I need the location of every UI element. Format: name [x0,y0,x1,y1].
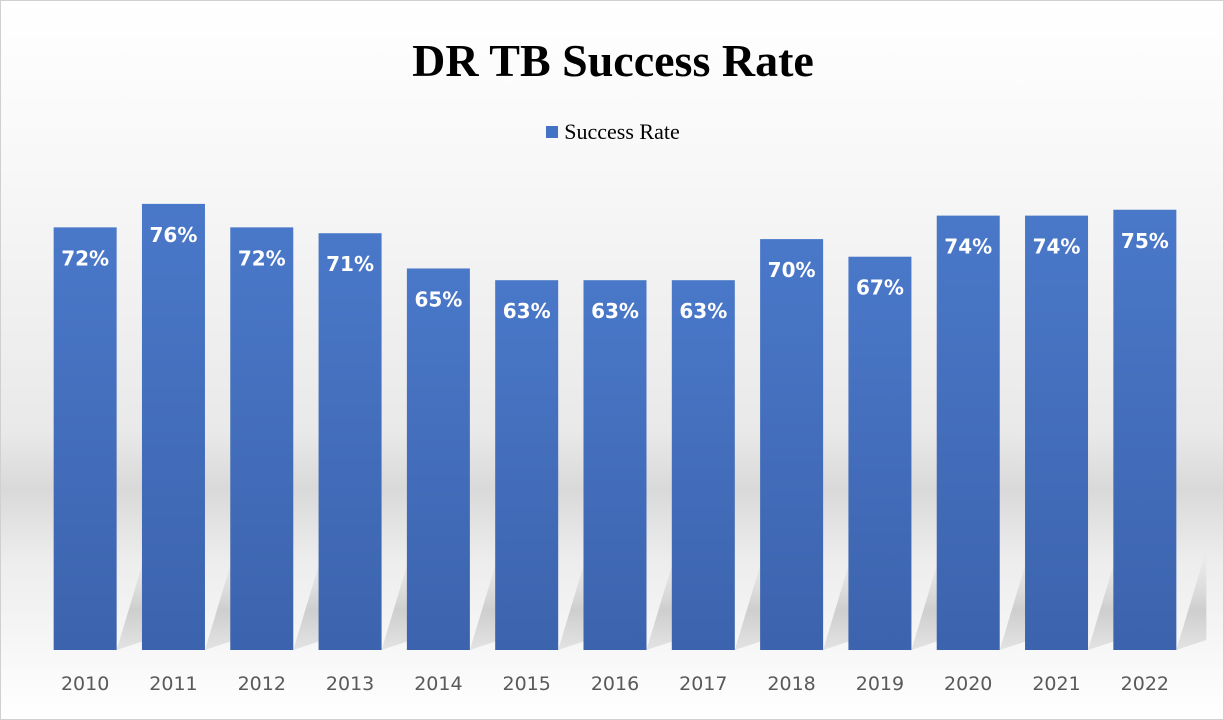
x-tick-label-2012: 2012 [238,673,286,695]
bar-2012 [230,227,294,651]
bar-shadow [999,550,1030,650]
bar-2021 [1025,215,1089,650]
bar-label-2012: 72% [238,246,286,270]
x-tick-label-2015: 2015 [503,673,551,695]
bar-shadow [381,550,412,650]
bar-label-2011: 76% [150,223,198,247]
bar-shadow [823,550,854,650]
bar-shadow [1088,550,1119,650]
bar-2017 [671,280,735,650]
bar-shadow [1176,550,1207,650]
x-tick-label-2017: 2017 [679,673,727,695]
bar-2010 [53,227,117,651]
bar-label-2022: 75% [1121,229,1169,253]
bar-2013 [318,233,382,651]
x-tick-label-2010: 2010 [61,673,109,695]
x-tick-label-2013: 2013 [326,673,374,695]
chart-title: DR TB Success Rate [412,35,814,86]
bar-2015 [495,280,559,650]
bar-label-2019: 67% [856,276,904,300]
bar-shadow [204,550,235,650]
bar-shadow [469,550,500,650]
bar-2011 [141,203,205,650]
bar-shadow [911,550,942,650]
bar-label-2013: 71% [326,252,374,276]
bar-label-2014: 65% [414,287,462,311]
bar-label-2010: 72% [61,246,109,270]
bar-label-2021: 74% [1033,235,1081,259]
x-tick-label-2011: 2011 [149,673,197,695]
bar-shadow [646,550,677,650]
x-tick-label-2021: 2021 [1032,673,1080,695]
bar-2018 [760,239,824,650]
bar-label-2020: 74% [944,235,992,259]
bar-label-2015: 63% [503,299,551,323]
bar-shadow [116,550,147,650]
legend-swatch [546,126,559,138]
bar-2016 [583,280,647,650]
x-tick-label-2018: 2018 [767,673,815,695]
bar-2014 [406,268,470,650]
bar-shadow [293,550,324,650]
bar-2020 [936,215,1000,650]
bar-shadow [558,550,589,650]
x-tick-label-2019: 2019 [856,673,904,695]
x-tick-label-2014: 2014 [414,673,462,695]
bar-label-2018: 70% [768,258,816,282]
legend-label: Success Rate [564,119,680,144]
bar-label-2016: 63% [591,299,639,323]
x-tick-label-2016: 2016 [591,673,639,695]
bar-2022 [1113,209,1177,650]
x-tick-label-2022: 2022 [1121,673,1169,695]
legend: Success Rate [1,119,1223,145]
bar-2019 [848,256,912,650]
bar-shadow [734,550,765,650]
x-tick-label-2020: 2020 [944,673,992,695]
bar-label-2017: 63% [679,299,727,323]
